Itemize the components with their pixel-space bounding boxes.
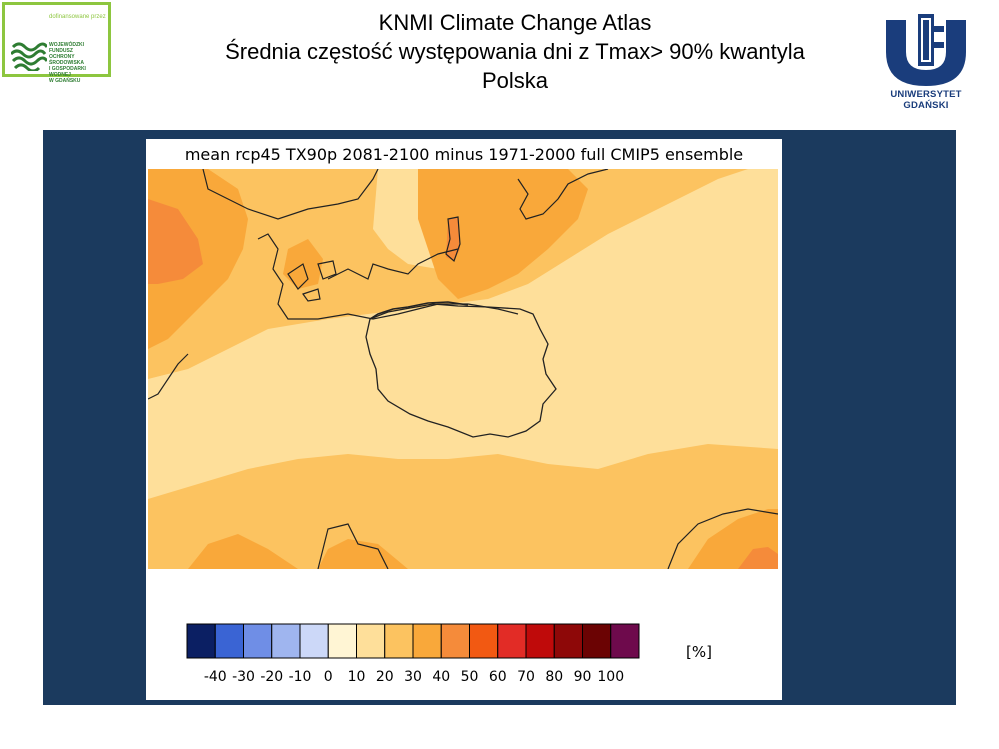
colorbar-swatch xyxy=(271,623,301,659)
map-region-30-40-north xyxy=(418,169,588,299)
colorbar-tick-label: -20 xyxy=(260,669,284,685)
colorbar-unit-label: [%] xyxy=(686,643,712,661)
colorbar-swatch xyxy=(469,623,499,659)
slide-title: KNMI Climate Change Atlas Średnia często… xyxy=(170,8,860,95)
funding-org-name: WOJEWÓDZKI FUNDUSZ OCHRONY ŚRODOWISKA I … xyxy=(49,42,86,84)
colorbar-swatch xyxy=(610,623,640,659)
map-region-30-40-sw xyxy=(188,534,298,569)
climate-figure: mean rcp45 TX90p 2081-2100 minus 1971-20… xyxy=(146,139,782,700)
title-line-2: Średnia częstość występowania dni z Tmax… xyxy=(225,39,805,64)
map-region-40-50-west xyxy=(148,199,203,284)
colorbar-swatch xyxy=(299,623,329,659)
funding-logo: dofinansowane przez WOJEWÓDZKI FUNDUSZ O… xyxy=(2,2,111,84)
colorbar-tick-label: 40 xyxy=(432,669,451,685)
colorbar-swatch xyxy=(186,623,216,659)
colorbar-swatch xyxy=(440,623,470,659)
colorbar-tick-label: -40 xyxy=(203,669,227,685)
colorbar-swatch xyxy=(412,623,442,659)
colorbar-tick-label: 30 xyxy=(404,669,422,685)
colorbar-tick-label: 80 xyxy=(545,669,564,685)
colorbar-swatch xyxy=(582,623,612,659)
map-band-10-20 xyxy=(148,169,778,499)
colorbar-swatch xyxy=(214,623,244,659)
waves-icon xyxy=(11,42,47,71)
colorbar-swatch xyxy=(327,623,357,659)
university-logo: UNIWERSYTET GDAŃSKI xyxy=(868,12,984,111)
title-line-1: KNMI Climate Change Atlas xyxy=(378,10,652,35)
map-coastlines xyxy=(148,169,778,569)
colorbar-tick-label: 100 xyxy=(597,669,625,685)
colorbar-tick-label: 0 xyxy=(323,669,333,685)
title-line-3: Polska xyxy=(481,68,549,93)
colorbar-tick-label: -30 xyxy=(232,669,255,685)
university-name: UNIWERSYTET GDAŃSKI xyxy=(890,89,962,111)
colorbar-tick-label: 90 xyxy=(573,669,592,685)
poland-border xyxy=(365,303,557,438)
colorbar-tick-label: 70 xyxy=(517,669,535,685)
colorbar-swatch xyxy=(525,623,555,659)
figure-title: mean rcp45 TX90p 2081-2100 minus 1971-20… xyxy=(184,145,744,164)
colorbar-tick-label: 10 xyxy=(347,669,366,685)
colorbar xyxy=(186,623,640,659)
colorbar-swatch xyxy=(553,623,583,659)
map-region-30-40-sc xyxy=(318,539,408,569)
colorbar-swatch xyxy=(497,623,527,659)
colorbar-tick-label: 20 xyxy=(375,669,394,685)
baltic-coast xyxy=(369,301,469,320)
colorbar-swatch xyxy=(384,623,414,659)
colorbar-swatch xyxy=(356,623,386,659)
university-crest-icon xyxy=(886,14,966,86)
colorbar-tick-label: 50 xyxy=(460,669,479,685)
map-region-40-50-se xyxy=(738,547,778,569)
colorbar-swatch xyxy=(243,623,273,659)
climate-map xyxy=(148,169,778,569)
colorbar-tick-label: -10 xyxy=(288,669,312,685)
colorbar-tick-label: 60 xyxy=(488,669,507,685)
funding-small-text: dofinansowane przez xyxy=(49,14,106,20)
